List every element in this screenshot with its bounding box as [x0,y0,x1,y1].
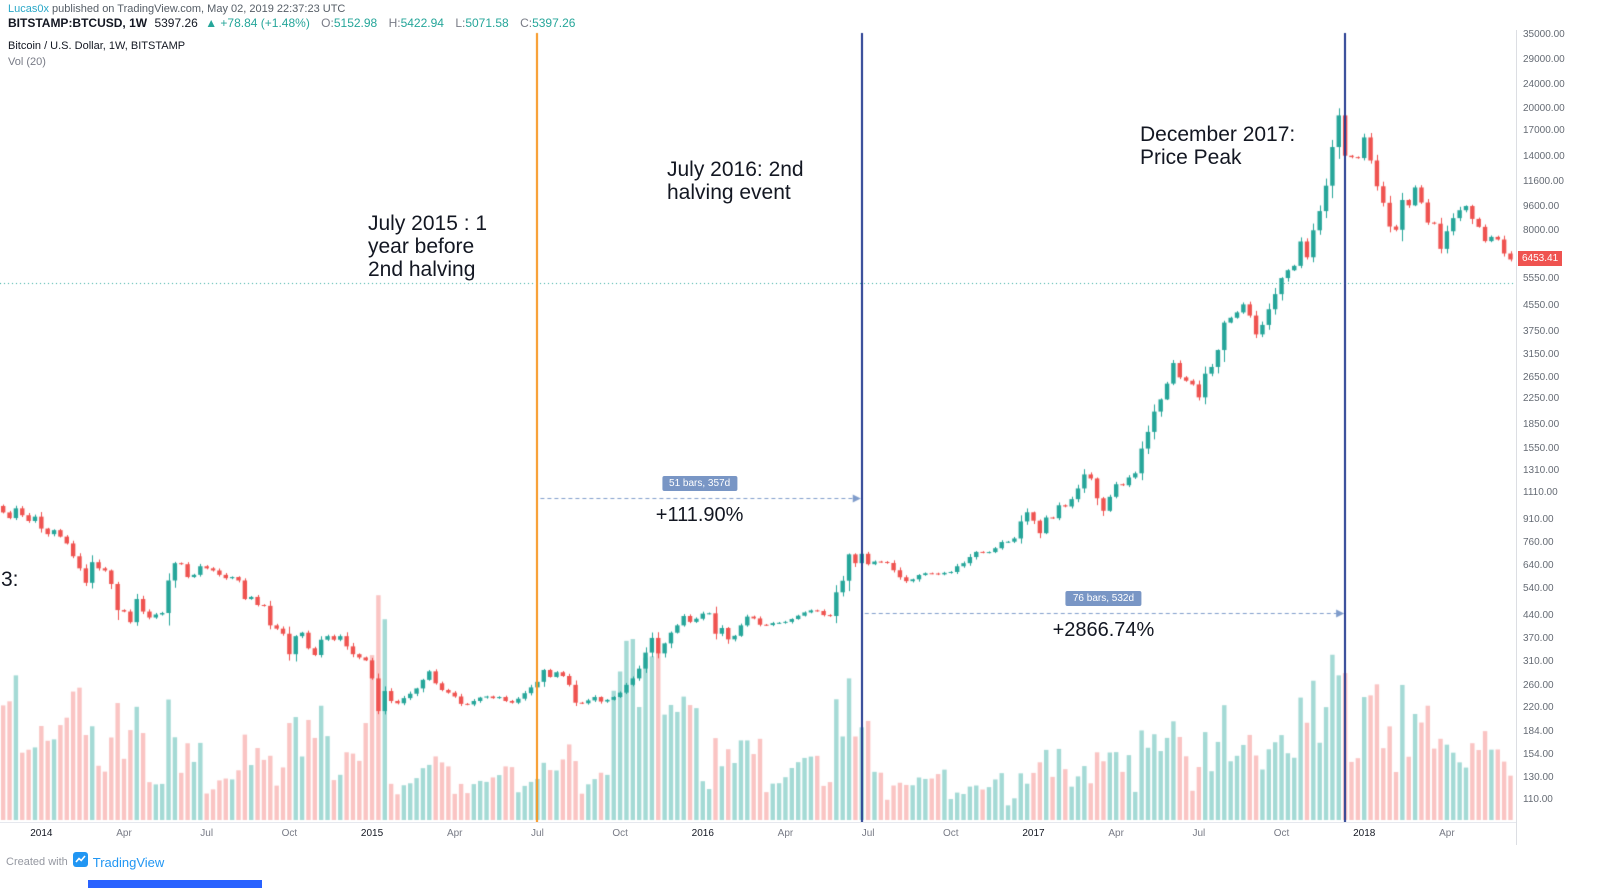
price-tick-label: 910.00 [1523,513,1554,525]
price-tick-label: 760.00 [1523,537,1554,549]
annotation-july-2015[interactable]: July 2015 : 1 year before 2nd halving [368,212,487,281]
footer: Created with TradingView [0,845,1600,888]
time-tick-month: Oct [943,828,959,839]
candlestick-chart-canvas[interactable] [0,30,1516,822]
annotation-line: July 2016: 2nd [667,158,804,181]
publish-header: Lucas0x published on TradingView.com, Ma… [8,3,345,15]
close-value: C:5397.26 [520,16,576,30]
up-triangle-icon: ▲ [205,16,218,30]
price-tick-label: 35000.00 [1523,29,1565,40]
price-tick-label: 1850.00 [1523,419,1560,431]
time-tick-month: Jul [861,828,875,839]
bars-count-badge[interactable]: 51 bars, 357d [662,476,738,491]
symbol-line: BITSTAMP:BTCUSD, 1W 5397.26 ▲ +78.84 (+1… [8,16,575,30]
time-tick-month: Apr [116,828,132,839]
chart-region: Bitcoin / U.S. Dollar, 1W, BITSTAMP Vol … [0,29,1600,846]
time-tick-year: 2014 [30,828,53,839]
price-tick-label: 540.00 [1523,582,1554,594]
price-tick-label: 8000.00 [1523,224,1560,236]
tradingview-logo-icon [72,852,88,872]
annotation-july-2016[interactable]: July 2016: 2nd halving event [667,158,804,204]
time-tick-month: Apr [1108,828,1124,839]
price-tick-label: 220.00 [1523,702,1554,714]
price-tick-label: 2250.00 [1523,393,1560,405]
price-tick-label: 9600.00 [1523,200,1560,212]
percent-change-label[interactable]: +2866.74% [1052,619,1155,641]
open-value: O:5152.98 [321,16,378,30]
time-tick-month: Oct [281,828,298,839]
publish-info: published on TradingView.com, May 02, 20… [48,3,346,15]
annotation-line: 2nd halving [368,258,476,281]
price-tick-label: 130.00 [1523,771,1554,783]
price-tick-label: 4550.00 [1523,299,1560,311]
price-tick-label: 310.00 [1523,656,1554,668]
price-axis[interactable]: 6453.41 35000.00 29000.00 24000.00 20000.00… [1516,29,1600,845]
annotation-line: July 2015 : 1 [368,212,488,235]
price-tick-label: 29000.00 [1523,53,1565,65]
price-tick-label: 1550.00 [1523,442,1560,454]
price-tick-label: 370.00 [1523,633,1554,644]
time-tick-month: Apr [446,828,463,839]
percent-change-label[interactable]: +111.90% [655,504,744,526]
price-tick-label: 154.00 [1523,749,1554,761]
low-value: L:5071.58 [455,16,509,30]
time-tick-month: Oct [612,828,628,839]
last-price: 5397.26 [154,16,198,30]
price-tick-label: 24000.00 [1523,79,1565,91]
symbol-title: BITSTAMP:BTCUSD, 1W [8,16,148,30]
price-change: +78.84 (+1.48%) [220,16,310,30]
price-tick-label: 260.00 [1523,679,1554,691]
price-tick-label: 20000.00 [1523,103,1565,115]
time-tick-year: 2018 [1353,828,1376,839]
time-tick-month: Oct [1273,828,1290,839]
price-tick-label: 5550.00 [1523,273,1560,285]
time-tick-month: Apr [777,828,794,839]
tradingview-brand-link[interactable]: TradingView [92,854,165,870]
bars-count-badge[interactable]: 76 bars, 532d [1065,591,1142,606]
price-tick-label: 3150.00 [1523,348,1560,360]
time-tick-month: Jul [531,828,544,839]
price-tick-label: 110.00 [1523,794,1553,806]
annotation-line: year before [368,235,475,258]
time-tick-year: 2015 [360,828,384,839]
price-tick-label: 11600.00 [1523,175,1564,187]
high-value: H:5422.94 [388,16,444,30]
price-tick-label: 640.00 [1523,560,1554,572]
price-tick-label: 2650.00 [1523,371,1560,383]
annotation-line: December 2017: [1140,123,1296,146]
time-tick-year: 2017 [1022,828,1045,839]
price-tick-label: 14000.00 [1523,150,1565,162]
price-tick-label: 1310.00 [1523,465,1560,477]
price-tick-label: 3750.00 [1523,325,1560,337]
price-tick-label: 17000.00 [1523,124,1565,136]
price-tick-label: 1110.00 [1523,487,1558,499]
price-tick-label: 440.00 [1523,610,1554,621]
legend-volume-indicator[interactable]: Vol (20) [8,56,46,68]
publisher-link[interactable]: Lucas0x [8,3,49,15]
annotation-december-2017[interactable]: December 2017: Price Peak [1140,123,1295,169]
time-tick-month: Apr [1439,828,1455,839]
time-tick-month: Jul [1192,828,1206,839]
created-with-label: Created with [6,856,68,868]
annotation-clipped-left-edge[interactable]: 3: [1,568,19,591]
time-axis[interactable]: 2014 Apr Jul Oct 2015 Apr Jul Oct 2016 Apr Jul Oct 2… [0,822,1516,846]
legend-symbol-title[interactable]: Bitcoin / U.S. Dollar, 1W, BITSTAMP [8,40,186,52]
annotation-line: halving event [667,181,791,204]
time-tick-month: Jul [200,828,214,839]
price-tag: 6453.41 [1518,251,1563,267]
annotation-line: Price Peak [1140,146,1242,169]
time-tick-year: 2016 [691,828,714,839]
chart-legend: Bitcoin / U.S. Dollar, 1W, BITSTAMP Vol … [8,38,185,70]
price-tick-label: 184.00 [1523,725,1554,737]
bottom-blue-bar [88,880,262,888]
